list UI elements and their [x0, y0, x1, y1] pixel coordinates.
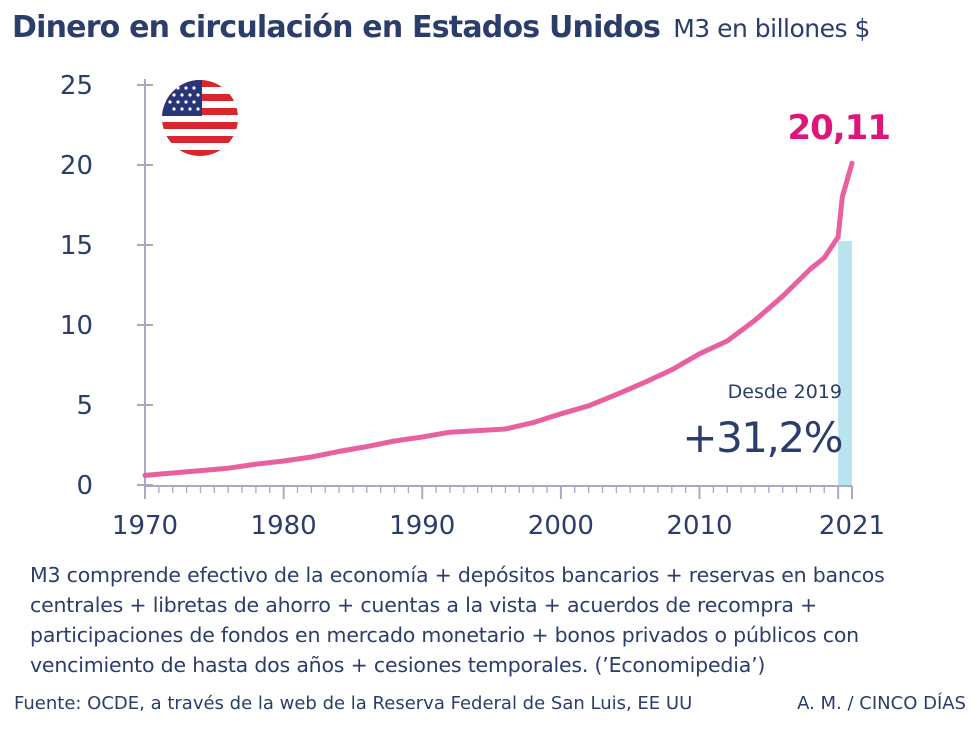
- us-flag-icon: [162, 80, 238, 156]
- m3-data-point: [641, 380, 647, 385]
- highlight-caption: Desde 2019: [728, 381, 842, 403]
- m3-data-point: [170, 470, 175, 476]
- m3-data-point: [558, 411, 564, 416]
- credit-text: A. M. / CINCO DÍAS: [797, 693, 966, 714]
- m3-data-point: [530, 420, 536, 425]
- m3-data-point: [835, 234, 841, 240]
- highlight-band: [838, 241, 852, 485]
- m3-data-point: [198, 468, 203, 473]
- y-tick-label: 20: [60, 151, 93, 181]
- m3-data-point: [309, 454, 314, 460]
- m3-data-point: [822, 255, 827, 260]
- y-tick-label: 25: [60, 71, 93, 101]
- m3-data-point: [447, 430, 453, 435]
- y-tick-label: 10: [60, 311, 93, 341]
- m3-data-point: [711, 345, 716, 350]
- m3-data-point: [614, 392, 619, 397]
- m3-line-chart: 0 5 10 15 20 25 1970 1980 1990 2000 2010 2021 20,11 D…: [60, 71, 891, 541]
- m3-data-point: [725, 338, 730, 344]
- m3-data-point: [849, 161, 855, 166]
- y-tick-label: 5: [76, 391, 93, 421]
- m3-data-point: [253, 462, 259, 467]
- x-tick-label: 1970: [112, 511, 178, 541]
- m3-data-point: [225, 466, 231, 471]
- m3-data-point: [392, 438, 397, 444]
- m3-data-point: [669, 367, 674, 372]
- m3-data-point: [752, 318, 758, 323]
- chart-header: Dinero en circulación en Estados Unidos …: [12, 10, 870, 45]
- end-value-label: 20,11: [787, 108, 890, 148]
- m3-data-point: [808, 266, 813, 272]
- m3-data-point: [475, 428, 480, 433]
- x-tick-label: 2010: [666, 511, 732, 541]
- m3-definition-note: M3 comprende efectivo de la economía + d…: [30, 563, 885, 677]
- m3-data-point: [840, 194, 845, 200]
- m3-data-point: [420, 434, 425, 440]
- source-text: Fuente: OCDE, a través de la web de la R…: [14, 693, 693, 714]
- m3-data-point: [142, 473, 148, 478]
- chart-title: Dinero en circulación en Estados Unidos: [12, 10, 661, 45]
- x-tick-label: 1990: [389, 511, 455, 541]
- m3-data-point: [336, 449, 342, 454]
- x-tick-label: 2000: [528, 511, 594, 541]
- m3-data-point: [364, 444, 370, 449]
- m3-data-point: [697, 351, 702, 356]
- x-tick-label: 1980: [251, 511, 317, 541]
- chart-subtitle: M3 en billones $: [673, 14, 870, 43]
- m3-data-point: [281, 458, 286, 464]
- y-tick-label: 15: [60, 231, 93, 261]
- m3-series-line: [142, 160, 855, 478]
- x-tick-label: 2021: [819, 511, 885, 541]
- m3-data-point: [503, 426, 508, 432]
- m3-data-point: [586, 403, 591, 408]
- highlight-percent-label: +31,2%: [682, 413, 842, 462]
- y-tick-label: 0: [76, 471, 93, 501]
- m3-data-point: [780, 294, 785, 299]
